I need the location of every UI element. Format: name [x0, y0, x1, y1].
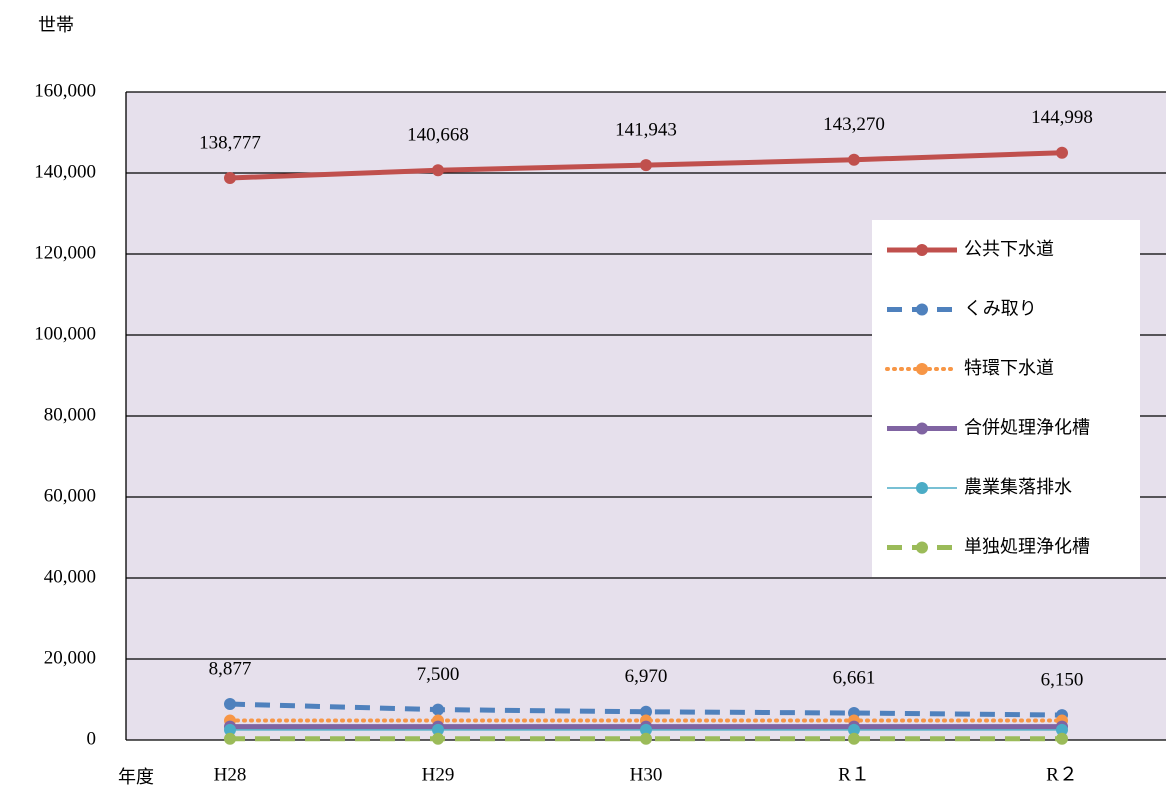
legend-marker — [916, 363, 928, 375]
y-tick-label: 40,000 — [44, 566, 96, 587]
data-label: 8,877 — [209, 658, 252, 679]
legend-label: 合併処理浄化槽 — [964, 418, 1090, 439]
y-tick-label: 60,000 — [44, 485, 96, 506]
point — [224, 698, 236, 711]
y-tick-label: 20,000 — [44, 647, 96, 668]
point — [640, 159, 652, 172]
legend-marker — [916, 244, 928, 256]
legend-label: くみ取り — [964, 299, 1037, 320]
x-tick-label: H30 — [630, 764, 663, 785]
legend-marker — [916, 303, 928, 316]
data-label: 6,661 — [833, 667, 876, 688]
point — [432, 703, 444, 716]
legend-box — [872, 220, 1140, 577]
point — [224, 732, 236, 745]
y-tick-label: 120,000 — [34, 242, 96, 263]
data-label: 140,668 — [407, 125, 469, 146]
y-tick-label: 160,000 — [34, 80, 96, 101]
point — [432, 164, 444, 177]
data-label: 143,270 — [823, 114, 885, 135]
legend-marker — [916, 482, 928, 494]
point — [640, 723, 652, 736]
legend-label: 単独処理浄化槽 — [964, 537, 1090, 558]
x-tick-label: H29 — [422, 764, 455, 785]
legend-label: 公共下水道 — [964, 239, 1054, 260]
point — [848, 153, 860, 166]
point — [1056, 146, 1068, 159]
point — [848, 723, 860, 736]
legend-marker — [916, 541, 928, 554]
data-label: 138,777 — [199, 132, 261, 153]
y-tick-label: 0 — [87, 728, 97, 749]
point — [640, 732, 652, 745]
point — [432, 723, 444, 736]
point — [640, 705, 652, 718]
data-label: 7,500 — [417, 664, 460, 685]
data-label: 144,998 — [1031, 107, 1093, 128]
legend-label: 特環下水道 — [964, 358, 1054, 379]
point — [848, 732, 860, 745]
y-tick-label: 100,000 — [34, 323, 96, 344]
legend-label: 農業集落排水 — [964, 477, 1072, 498]
data-label: 6,970 — [625, 666, 668, 687]
data-label: 6,150 — [1041, 669, 1084, 690]
point — [432, 732, 444, 745]
series-line — [229, 701, 1063, 718]
x-tick-label: H28 — [214, 764, 247, 785]
y-tick-label: 80,000 — [44, 404, 96, 425]
point — [224, 171, 236, 184]
x-tick-label: R２ — [1046, 764, 1078, 785]
x-axis-label: 年度 — [118, 767, 154, 788]
legend-marker — [916, 422, 928, 435]
point — [224, 723, 236, 736]
x-tick-label: R１ — [838, 764, 870, 785]
point — [1056, 723, 1068, 736]
y-axis-label: 世帯 — [38, 15, 74, 36]
data-label: 141,943 — [615, 119, 677, 140]
y-tick-label: 140,000 — [34, 161, 96, 182]
point — [1056, 732, 1068, 745]
